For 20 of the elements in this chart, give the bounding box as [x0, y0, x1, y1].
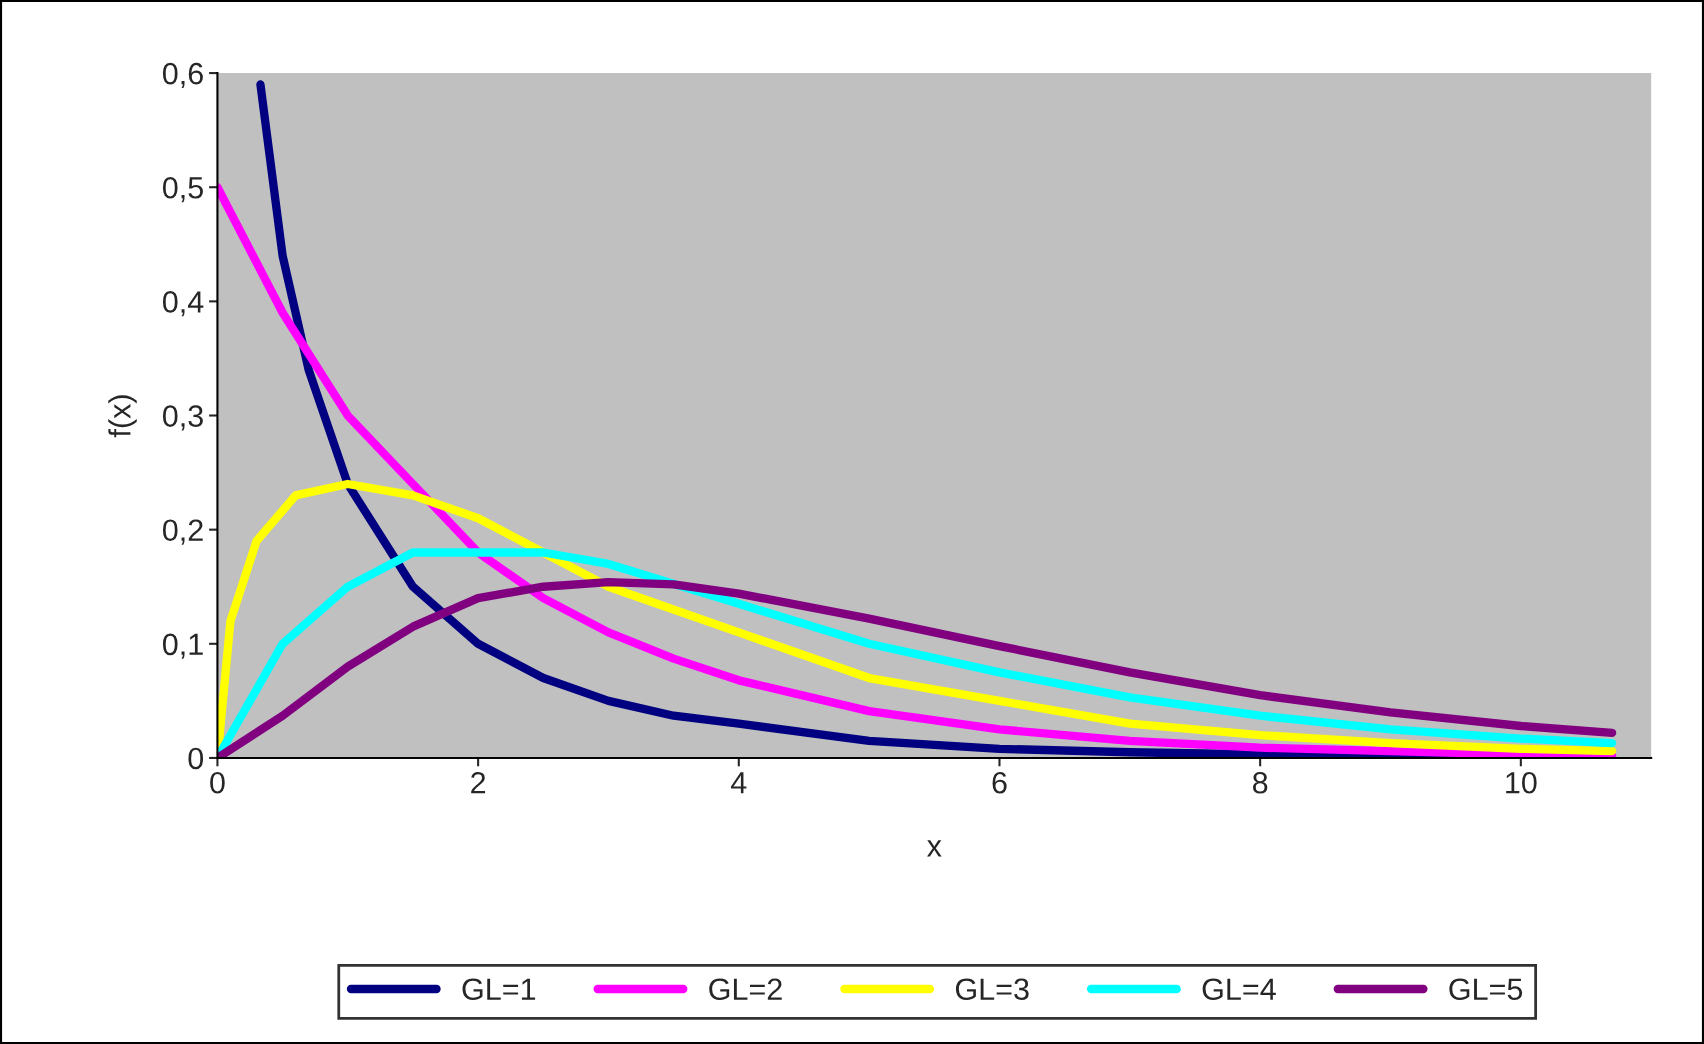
y-axis-title: f(x) — [108, 395, 137, 438]
x-tick-label: 6 — [992, 771, 1007, 794]
y-tick-label: 0,1 — [162, 633, 203, 659]
legend-label: GL=2 — [709, 978, 782, 1001]
x-tick-label: 2 — [471, 771, 486, 794]
y-tick-label: 0,2 — [162, 519, 203, 545]
y-tick-label: 0,3 — [162, 405, 203, 431]
x-tick-label: 0 — [210, 771, 225, 794]
x-tick-label: 8 — [1252, 771, 1268, 794]
y-tick-label: 0,6 — [162, 62, 203, 89]
x-tick-label: 10 — [1506, 771, 1537, 794]
y-tick-label: 0,4 — [162, 291, 204, 317]
x-tick-label: 4 — [731, 772, 747, 794]
x-axis-title: x — [927, 840, 942, 857]
legend-label: GL=5 — [1449, 978, 1523, 1001]
legend-label: GL=4 — [1202, 978, 1276, 1001]
legend-label: GL=3 — [955, 978, 1029, 1001]
legend-label: GL=1 — [462, 978, 536, 1001]
y-tick-label: 0 — [188, 747, 204, 770]
y-tick-label: 0,5 — [162, 176, 203, 203]
